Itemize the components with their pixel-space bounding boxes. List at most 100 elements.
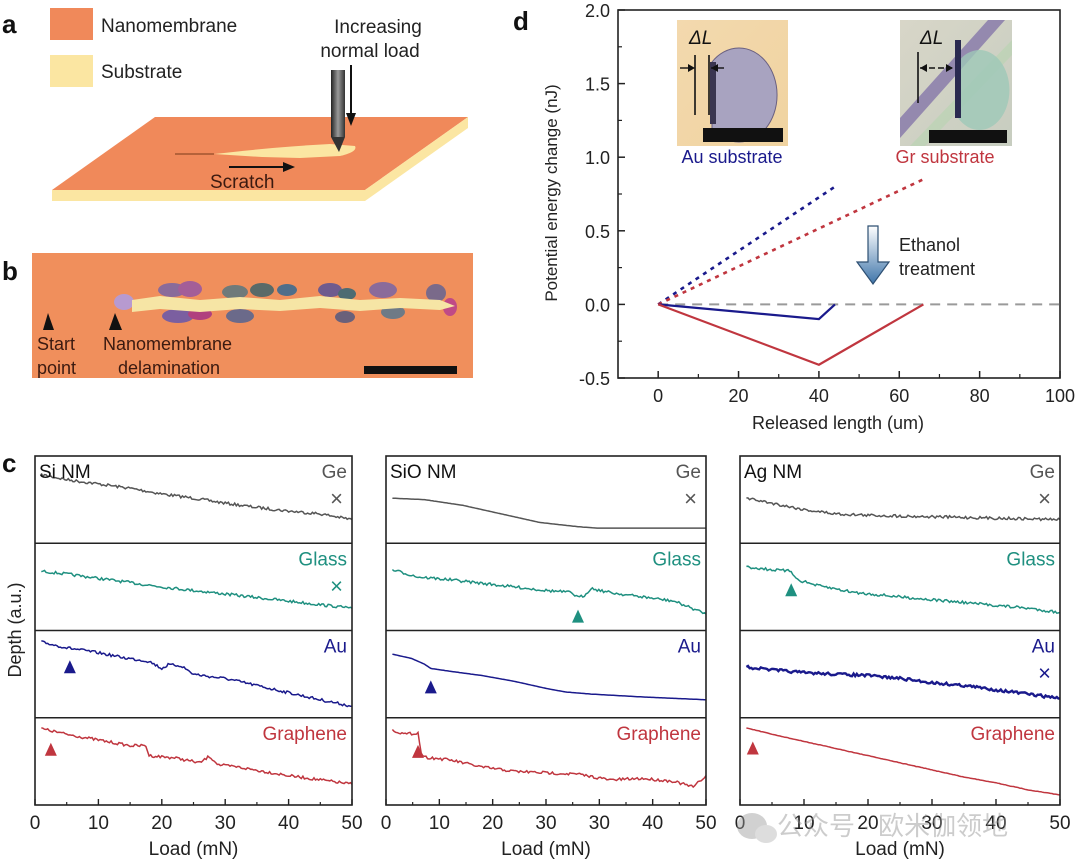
delamination-onset-marker-icon (424, 680, 437, 694)
panel-d: d ΔL Au substrate ΔL (513, 1, 1075, 433)
panel-letter-d: d (513, 6, 529, 36)
scale-bar (364, 366, 457, 374)
substrate-slab-side (52, 190, 365, 201)
gr-membrane-disk (958, 50, 1010, 130)
panel-d-ylabel: Potential energy change (nJ) (542, 84, 561, 301)
depth-curve-glass (41, 569, 353, 609)
au-delta-label: ΔL (688, 28, 712, 49)
panel-c-xlabel: Load (mN) (501, 839, 591, 860)
legend-swatch-nanomembrane (50, 8, 93, 40)
no-delamination-mark-icon: × (1038, 661, 1051, 686)
down-arrow-icon (855, 225, 891, 286)
panel-d-ytick-label: -0.5 (579, 369, 610, 389)
scratch-tip-point (331, 137, 345, 152)
start-label-line1: Start (37, 334, 75, 354)
depth-curve-au (41, 640, 352, 708)
depth-curve-au (392, 653, 707, 701)
no-delamination-mark-icon: × (330, 573, 343, 598)
panel-d-series-dotted-0 (657, 185, 836, 306)
panel-d-ytick-label: 1.5 (585, 75, 610, 95)
depth-curve-ge (40, 472, 353, 521)
scratch-arrow-head (283, 162, 295, 172)
delamination-onset-marker-icon (63, 660, 76, 674)
depth-curve-graphene (41, 727, 353, 785)
depth-curve-graphene (746, 727, 1061, 796)
delamination-flakes (114, 281, 457, 323)
panel-c-plot-si-nm: Ge × Glass × Au Graphene Si NM 0 10 20 30 40 50 Load … (30, 455, 363, 860)
panel-c-ylabel: Depth (a.u.) (5, 582, 25, 677)
scratch-groove (214, 144, 356, 158)
panel-c-xtick-label: 0 (30, 813, 41, 834)
panel-c-xtick-label: 30 (589, 813, 610, 834)
panel-d-xtick-label: 60 (889, 386, 909, 406)
depth-curve-graphene (391, 729, 707, 789)
panel-d-ytick-label: 0.0 (585, 295, 610, 315)
row-label-ge: Ge (1030, 462, 1055, 483)
au-substrate-label: Au substrate (681, 147, 782, 167)
load-label-line2: normal load (320, 41, 419, 62)
panel-d-xtick-label: 100 (1045, 386, 1075, 406)
load-arrow-head (346, 113, 356, 126)
panel-d-series-solid-3 (657, 303, 924, 366)
row-label-au: Au (1032, 637, 1055, 658)
panel-c-plot-title: Si NM (39, 462, 91, 483)
watermark-text: 公众号 · 欧米伽领地 (777, 811, 1008, 841)
delamination-onset-marker-icon (785, 583, 798, 597)
delamination-onset-marker-icon (44, 742, 57, 756)
watermark: 公众号 · 欧米伽领地 (737, 811, 1008, 843)
au-edge (710, 62, 716, 124)
depth-curve-ge (746, 497, 1061, 522)
panel-c-xtick-label: 30 (215, 813, 236, 834)
row-label-glass: Glass (298, 549, 347, 570)
gr-edge (955, 40, 961, 118)
panel-c-xlabel: Load (mN) (855, 839, 945, 860)
start-label-line2: point (37, 358, 76, 378)
depth-curve-ge (392, 497, 706, 529)
panel-letter-b: b (2, 256, 18, 286)
panel-d-xtick-label: 40 (809, 386, 829, 406)
panel-d-xtick-label: 80 (970, 386, 990, 406)
au-scale-bar (703, 128, 783, 142)
panel-c-plot-sio-nm: Ge × Glass Au Graphene SiO NM 0 10 20 30 30 40 50 Loa… (381, 455, 717, 860)
panel-c-plot-title: Ag NM (744, 462, 802, 483)
panel-c-xtick-label: 30 (921, 813, 942, 834)
row-label-au: Au (324, 637, 347, 658)
panel-a: a Nanomembrane Substrate Increasing norm… (2, 8, 468, 201)
gr-delta-label: ΔL (919, 28, 943, 49)
gr-delta-arrowhead-right (946, 64, 953, 72)
gr-flake-stripe (900, 20, 1005, 138)
panel-c-xtick-label: 10 (793, 813, 814, 834)
panel-c-xtick-label: 10 (88, 813, 109, 834)
delam-label-line1: Nanomembrane (103, 334, 232, 354)
panel-c-xtick-label: 10 (429, 813, 450, 834)
substrate-slab-edge (365, 117, 468, 201)
exposed-substrate-track (132, 296, 455, 312)
panel-d-xlabel: Released length (um) (752, 413, 924, 433)
au-delta-arrowhead-left (688, 64, 695, 72)
row-label-ge: Ge (676, 462, 701, 483)
scratch-tip-icon (331, 70, 345, 137)
no-delamination-mark-icon: × (684, 486, 697, 511)
delamination-marker (109, 313, 122, 330)
no-delamination-mark-icon: × (1038, 486, 1051, 511)
panel-c-xtick-label: 50 (695, 813, 716, 834)
panel-d-ytick-label: 2.0 (585, 1, 610, 21)
panel-c-plot-ag-nm: Ge × Glass Au × Graphene Ag NM 0 10 20 30 40 50 Load … (735, 455, 1071, 860)
row-label-glass: Glass (1006, 549, 1055, 570)
au-delta-arrowhead-right (711, 64, 718, 72)
panel-d-series-solid-2 (658, 303, 836, 321)
depth-curve-glass (391, 569, 707, 615)
ethanol-label-line1: Ethanol (899, 235, 960, 255)
row-label-graphene: Graphene (262, 724, 347, 745)
ethanol-label-line2: treatment (899, 259, 975, 279)
delamination-onset-marker-icon (412, 744, 424, 758)
panel-c-xtick-label: 50 (341, 813, 362, 834)
panel-d-ytick-label: 1.0 (585, 148, 610, 168)
panel-d-series-dotted-1 (657, 178, 924, 306)
panel-c-xtick-label: 30 (535, 813, 556, 834)
no-delamination-mark-icon: × (330, 486, 343, 511)
start-point-marker (43, 313, 54, 330)
delamination-onset-marker-icon (746, 741, 759, 755)
gr-scale-bar (929, 130, 1007, 143)
